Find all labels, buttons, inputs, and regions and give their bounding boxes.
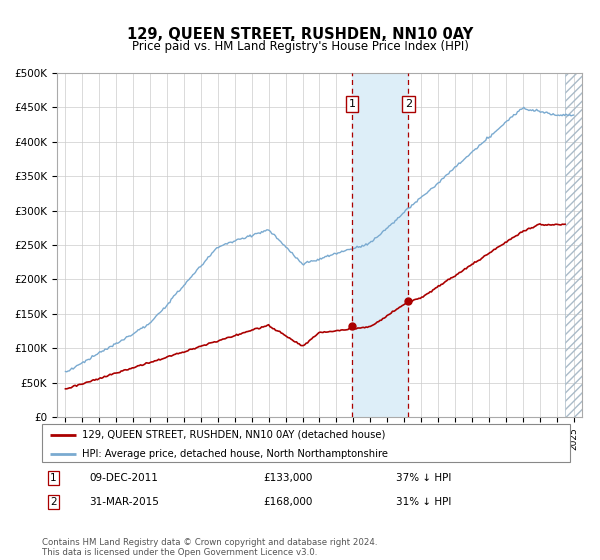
Text: 2: 2 xyxy=(405,99,412,109)
Text: Price paid vs. HM Land Registry's House Price Index (HPI): Price paid vs. HM Land Registry's House … xyxy=(131,40,469,53)
Text: £133,000: £133,000 xyxy=(264,473,313,483)
Text: 31% ↓ HPI: 31% ↓ HPI xyxy=(396,497,451,507)
Bar xyxy=(352,73,409,417)
Text: 31-MAR-2015: 31-MAR-2015 xyxy=(89,497,160,507)
FancyBboxPatch shape xyxy=(42,424,570,462)
Text: Contains HM Land Registry data © Crown copyright and database right 2024.
This d: Contains HM Land Registry data © Crown c… xyxy=(42,538,377,557)
Text: 129, QUEEN STREET, RUSHDEN, NN10 0AY (detached house): 129, QUEEN STREET, RUSHDEN, NN10 0AY (de… xyxy=(82,430,385,440)
Text: 09-DEC-2011: 09-DEC-2011 xyxy=(89,473,158,483)
Text: 129, QUEEN STREET, RUSHDEN, NN10 0AY: 129, QUEEN STREET, RUSHDEN, NN10 0AY xyxy=(127,27,473,42)
Text: 1: 1 xyxy=(349,99,356,109)
Text: 37% ↓ HPI: 37% ↓ HPI xyxy=(396,473,451,483)
Text: 1: 1 xyxy=(50,473,57,483)
Text: HPI: Average price, detached house, North Northamptonshire: HPI: Average price, detached house, Nort… xyxy=(82,449,388,459)
Text: 2: 2 xyxy=(50,497,57,507)
Bar xyxy=(565,73,582,417)
Text: £168,000: £168,000 xyxy=(264,497,313,507)
